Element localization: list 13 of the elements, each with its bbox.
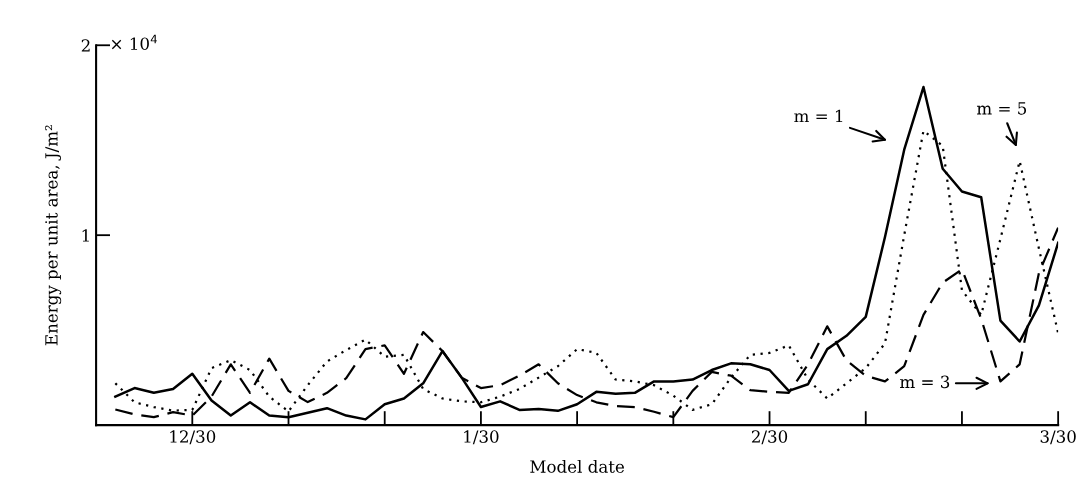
annotation: m = 3 [900,375,950,389]
annotation: m = 5 [976,102,1027,115]
y-axis-title: Energy per unit area, J/m² [45,125,62,346]
annotation: m = 1 [794,109,843,123]
line-series [114,85,1059,421]
x-tick-label: 3/30 [1040,430,1076,445]
x-tick-label: 1/30 [464,430,499,445]
annotation: × 10$^{4}$ [111,34,157,50]
y-tick-label: 2 [81,39,90,52]
x-axis-title: Model date [530,459,624,473]
x-tick-label: 2/30 [751,430,788,445]
y-tick-label: 1 [82,229,89,242]
x-tick-label: 12/30 [170,430,216,445]
